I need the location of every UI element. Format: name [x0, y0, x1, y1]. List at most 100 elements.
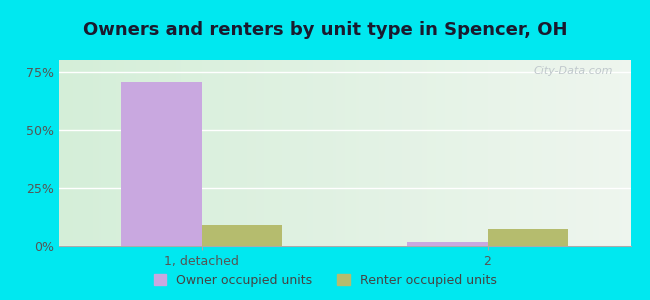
Bar: [122, 82, 202, 246]
Bar: [628, 60, 630, 246]
Bar: [310, 60, 313, 246]
Bar: [402, 60, 404, 246]
Bar: [256, 60, 259, 246]
Bar: [504, 60, 508, 246]
Bar: [328, 60, 330, 246]
Bar: [173, 60, 176, 246]
Bar: [353, 60, 356, 246]
Bar: [559, 60, 562, 246]
Bar: [582, 60, 585, 246]
Bar: [293, 60, 296, 246]
Bar: [413, 60, 416, 246]
Bar: [556, 60, 559, 246]
Bar: [465, 60, 467, 246]
Bar: [514, 60, 516, 246]
Bar: [390, 60, 393, 246]
Bar: [124, 60, 127, 246]
Bar: [510, 60, 514, 246]
Bar: [207, 60, 210, 246]
Bar: [273, 60, 276, 246]
Bar: [365, 60, 367, 246]
Bar: [622, 60, 625, 246]
Bar: [519, 60, 522, 246]
Bar: [64, 60, 67, 246]
Bar: [259, 60, 261, 246]
Bar: [304, 60, 307, 246]
Bar: [250, 60, 253, 246]
Bar: [90, 60, 93, 246]
Bar: [299, 60, 302, 246]
Bar: [110, 60, 113, 246]
Bar: [67, 60, 70, 246]
Bar: [290, 60, 293, 246]
Bar: [536, 60, 539, 246]
Bar: [279, 60, 281, 246]
Bar: [408, 60, 410, 246]
Bar: [150, 60, 153, 246]
Bar: [436, 60, 439, 246]
Bar: [142, 60, 144, 246]
Bar: [153, 60, 156, 246]
Bar: [539, 60, 542, 246]
Bar: [101, 60, 104, 246]
Bar: [164, 60, 167, 246]
Bar: [473, 60, 476, 246]
Bar: [408, 242, 488, 246]
Bar: [107, 60, 110, 246]
Bar: [567, 60, 571, 246]
Bar: [167, 60, 170, 246]
Bar: [542, 60, 545, 246]
Bar: [204, 60, 207, 246]
Bar: [190, 60, 193, 246]
Bar: [347, 60, 350, 246]
Bar: [133, 60, 136, 246]
Bar: [81, 60, 84, 246]
Bar: [442, 60, 445, 246]
Bar: [265, 60, 267, 246]
Bar: [159, 60, 161, 246]
Bar: [459, 60, 462, 246]
Bar: [307, 60, 310, 246]
Bar: [339, 60, 342, 246]
Bar: [344, 60, 347, 246]
Bar: [382, 60, 385, 246]
Bar: [376, 60, 379, 246]
Bar: [96, 60, 99, 246]
Bar: [385, 60, 387, 246]
Bar: [545, 60, 547, 246]
Bar: [222, 60, 224, 246]
Bar: [450, 60, 453, 246]
Bar: [387, 60, 390, 246]
Bar: [608, 60, 610, 246]
Bar: [410, 60, 413, 246]
Text: Owners and renters by unit type in Spencer, OH: Owners and renters by unit type in Spenc…: [83, 21, 567, 39]
Bar: [261, 60, 265, 246]
Bar: [359, 60, 361, 246]
Bar: [93, 60, 96, 246]
Bar: [247, 60, 250, 246]
Bar: [393, 60, 396, 246]
Legend: Owner occupied units, Renter occupied units: Owner occupied units, Renter occupied un…: [150, 270, 500, 291]
Bar: [585, 60, 588, 246]
Bar: [471, 60, 473, 246]
Bar: [445, 60, 447, 246]
Bar: [236, 60, 239, 246]
Bar: [181, 60, 185, 246]
Bar: [533, 60, 536, 246]
Bar: [373, 60, 376, 246]
Bar: [493, 60, 496, 246]
Bar: [276, 60, 279, 246]
Bar: [342, 60, 345, 246]
Bar: [488, 229, 567, 246]
Bar: [193, 60, 196, 246]
Bar: [528, 60, 530, 246]
Bar: [573, 60, 576, 246]
Bar: [399, 60, 402, 246]
Bar: [318, 60, 322, 246]
Bar: [302, 60, 304, 246]
Bar: [530, 60, 533, 246]
Bar: [619, 60, 622, 246]
Bar: [170, 60, 173, 246]
Bar: [422, 60, 424, 246]
Bar: [614, 60, 616, 246]
